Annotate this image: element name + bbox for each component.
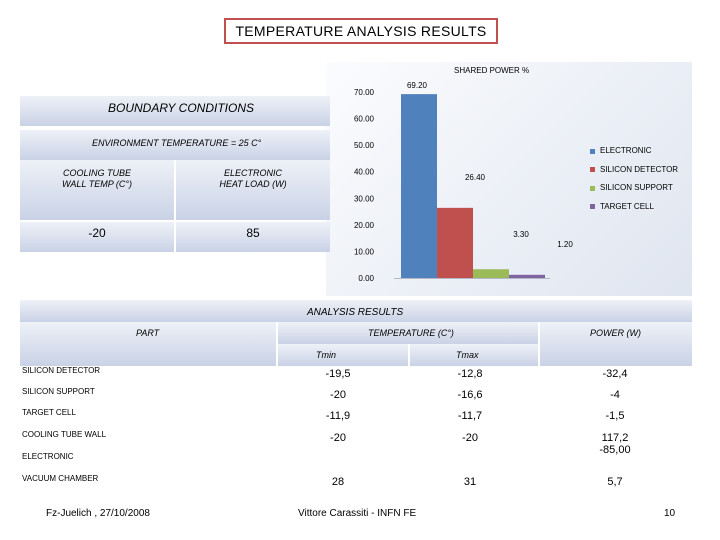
table-row: COOLING TUBE WALL -20 -20 117,2: [20, 426, 692, 447]
y-tick-label: 70.00: [354, 88, 375, 97]
y-tick-label: 40.00: [354, 168, 375, 177]
row-power: 5,7: [607, 476, 623, 488]
shared-power-chart: 0.00 10.00 20.00 30.00 40.00 50.00 60.00 70.00 6…: [326, 62, 692, 296]
legend-label: ELECTRONIC: [600, 146, 652, 155]
row-tmax: -12,8: [457, 368, 483, 380]
row-part: VACUUM CHAMBER: [22, 474, 99, 483]
row-part: TARGET CELL: [22, 408, 76, 417]
row-power: 117,2: [601, 432, 629, 444]
row-tmax: 31: [463, 476, 477, 488]
chart-title: SHARED POWER %: [454, 66, 530, 75]
legend-item: TARGET CELL: [590, 198, 678, 217]
footer-author: Vittore Carassiti - INFN FE: [298, 508, 417, 519]
table-row: ELECTRONIC -85,00: [20, 444, 692, 469]
table-row: VACUUM CHAMBER 28 31 5,7: [20, 470, 692, 491]
legend-item: SILICON SUPPORT: [590, 179, 678, 198]
y-tick-label: 0.00: [358, 274, 374, 283]
tmax-header: Tmax: [456, 350, 479, 360]
tmax-header-cell: Tmax: [410, 344, 538, 366]
row-power: -85,00: [599, 444, 631, 456]
bar-value-label: 1.20: [557, 240, 573, 249]
y-tick-label: 30.00: [354, 194, 375, 203]
boundary-conditions-header: BOUNDARY CONDITIONS: [20, 96, 330, 126]
row-tmax: -11,7: [457, 410, 483, 422]
y-tick-label: 50.00: [354, 141, 375, 150]
electronic-load-header: ELECTRONIC HEAT LOAD (W): [176, 160, 330, 220]
bar-target-cell: [509, 274, 545, 278]
row-tmin: -20: [330, 389, 346, 401]
legend-item: ELECTRONIC: [590, 142, 678, 161]
row-tmax: -16,6: [457, 389, 483, 401]
row-power: -32,4: [602, 368, 628, 380]
row-power: -4: [610, 389, 620, 401]
row-part: SILICON DETECTOR: [22, 366, 101, 375]
y-tick-label: 10.00: [354, 247, 375, 256]
temperature-header: TEMPERATURE (C°): [368, 328, 454, 338]
table-row: SILICON SUPPORT -20 -16,6 -4: [20, 383, 692, 404]
cooling-tube-header-line2: WALL TEMP (C°): [62, 179, 132, 189]
row-tmin: -20: [330, 432, 346, 444]
electronic-load-value: 85: [246, 226, 260, 240]
power-header-cell: POWER (W): [540, 322, 692, 366]
bar-value-label: 3.30: [513, 230, 529, 239]
legend-label: TARGET CELL: [600, 201, 654, 211]
legend-label: SILICON SUPPORT: [600, 183, 673, 192]
legend-swatch: [590, 204, 595, 210]
row-tmax: -20: [462, 432, 478, 444]
row-part: COOLING TUBE WALL: [22, 430, 107, 439]
part-header: PART: [136, 328, 160, 338]
chart-svg: 0.00 10.00 20.00 30.00 40.00 50.00 60.00 70.00 6…: [354, 81, 573, 283]
bar-value-label: 69.20: [407, 81, 428, 90]
row-tmin: 28: [331, 476, 345, 488]
cooling-tube-value: -20: [88, 226, 106, 240]
y-tick-label: 20.00: [354, 221, 375, 230]
part-header-cell: PART: [20, 322, 276, 366]
row-power: -1,5: [605, 410, 625, 422]
chart-legend: ELECTRONIC SILICON DETECTOR SILICON SUPPOR…: [590, 142, 678, 216]
row-part: SILICON SUPPORT: [22, 387, 95, 396]
electronic-load-value-cell: 85: [176, 222, 330, 252]
tmin-header-cell: Tmin: [278, 344, 408, 366]
y-tick-label: 60.00: [354, 115, 375, 124]
analysis-results-header: ANALYSIS RESULTS: [20, 300, 692, 322]
electronic-header-line1: ELECTRONIC: [223, 168, 282, 178]
electronic-header-line2: HEAT LOAD (W): [219, 179, 287, 189]
bar-silicon-detector: [437, 207, 473, 278]
slide-title: TEMPERATURE ANALYSIS RESULTS: [224, 18, 498, 44]
table-row: TARGET CELL -11,9 -11,7 -1,5: [20, 404, 692, 425]
row-tmin: -11,9: [325, 410, 351, 422]
cooling-tube-value-cell: -20: [20, 222, 174, 252]
legend-swatch: [590, 167, 595, 173]
cooling-tube-header: COOLING TUBE WALL TEMP (C°): [20, 160, 174, 220]
cooling-tube-header-line1: COOLING TUBE: [62, 168, 131, 178]
bar-electronic: [401, 94, 437, 278]
legend-label: SILICON DETECTOR: [600, 164, 679, 174]
bar-silicon-support: [473, 269, 509, 278]
legend-swatch: [590, 148, 595, 154]
boundary-conditions-title: BOUNDARY CONDITIONS: [108, 101, 255, 115]
page-number: 10: [664, 508, 676, 519]
row-part: ELECTRONIC: [22, 452, 74, 461]
tmin-header: Tmin: [316, 350, 336, 360]
footer-venue-date: Fz-Juelich , 27/10/2008: [46, 508, 150, 519]
legend-item: SILICON DETECTOR: [590, 161, 678, 180]
legend-swatch: [590, 185, 595, 191]
environment-row: ENVIRONMENT TEMPERATURE = 25 C°: [20, 130, 330, 160]
temperature-header-cell: TEMPERATURE (C°): [278, 322, 538, 344]
row-tmin: -19,5: [325, 368, 351, 380]
analysis-results-title: ANALYSIS RESULTS: [307, 307, 404, 318]
bar-value-label: 26.40: [465, 173, 486, 182]
power-header: POWER (W): [590, 328, 641, 338]
table-row: SILICON DETECTOR -19,5 -12,8 -32,4: [20, 362, 692, 383]
environment-temperature: ENVIRONMENT TEMPERATURE = 25 C°: [92, 138, 262, 148]
